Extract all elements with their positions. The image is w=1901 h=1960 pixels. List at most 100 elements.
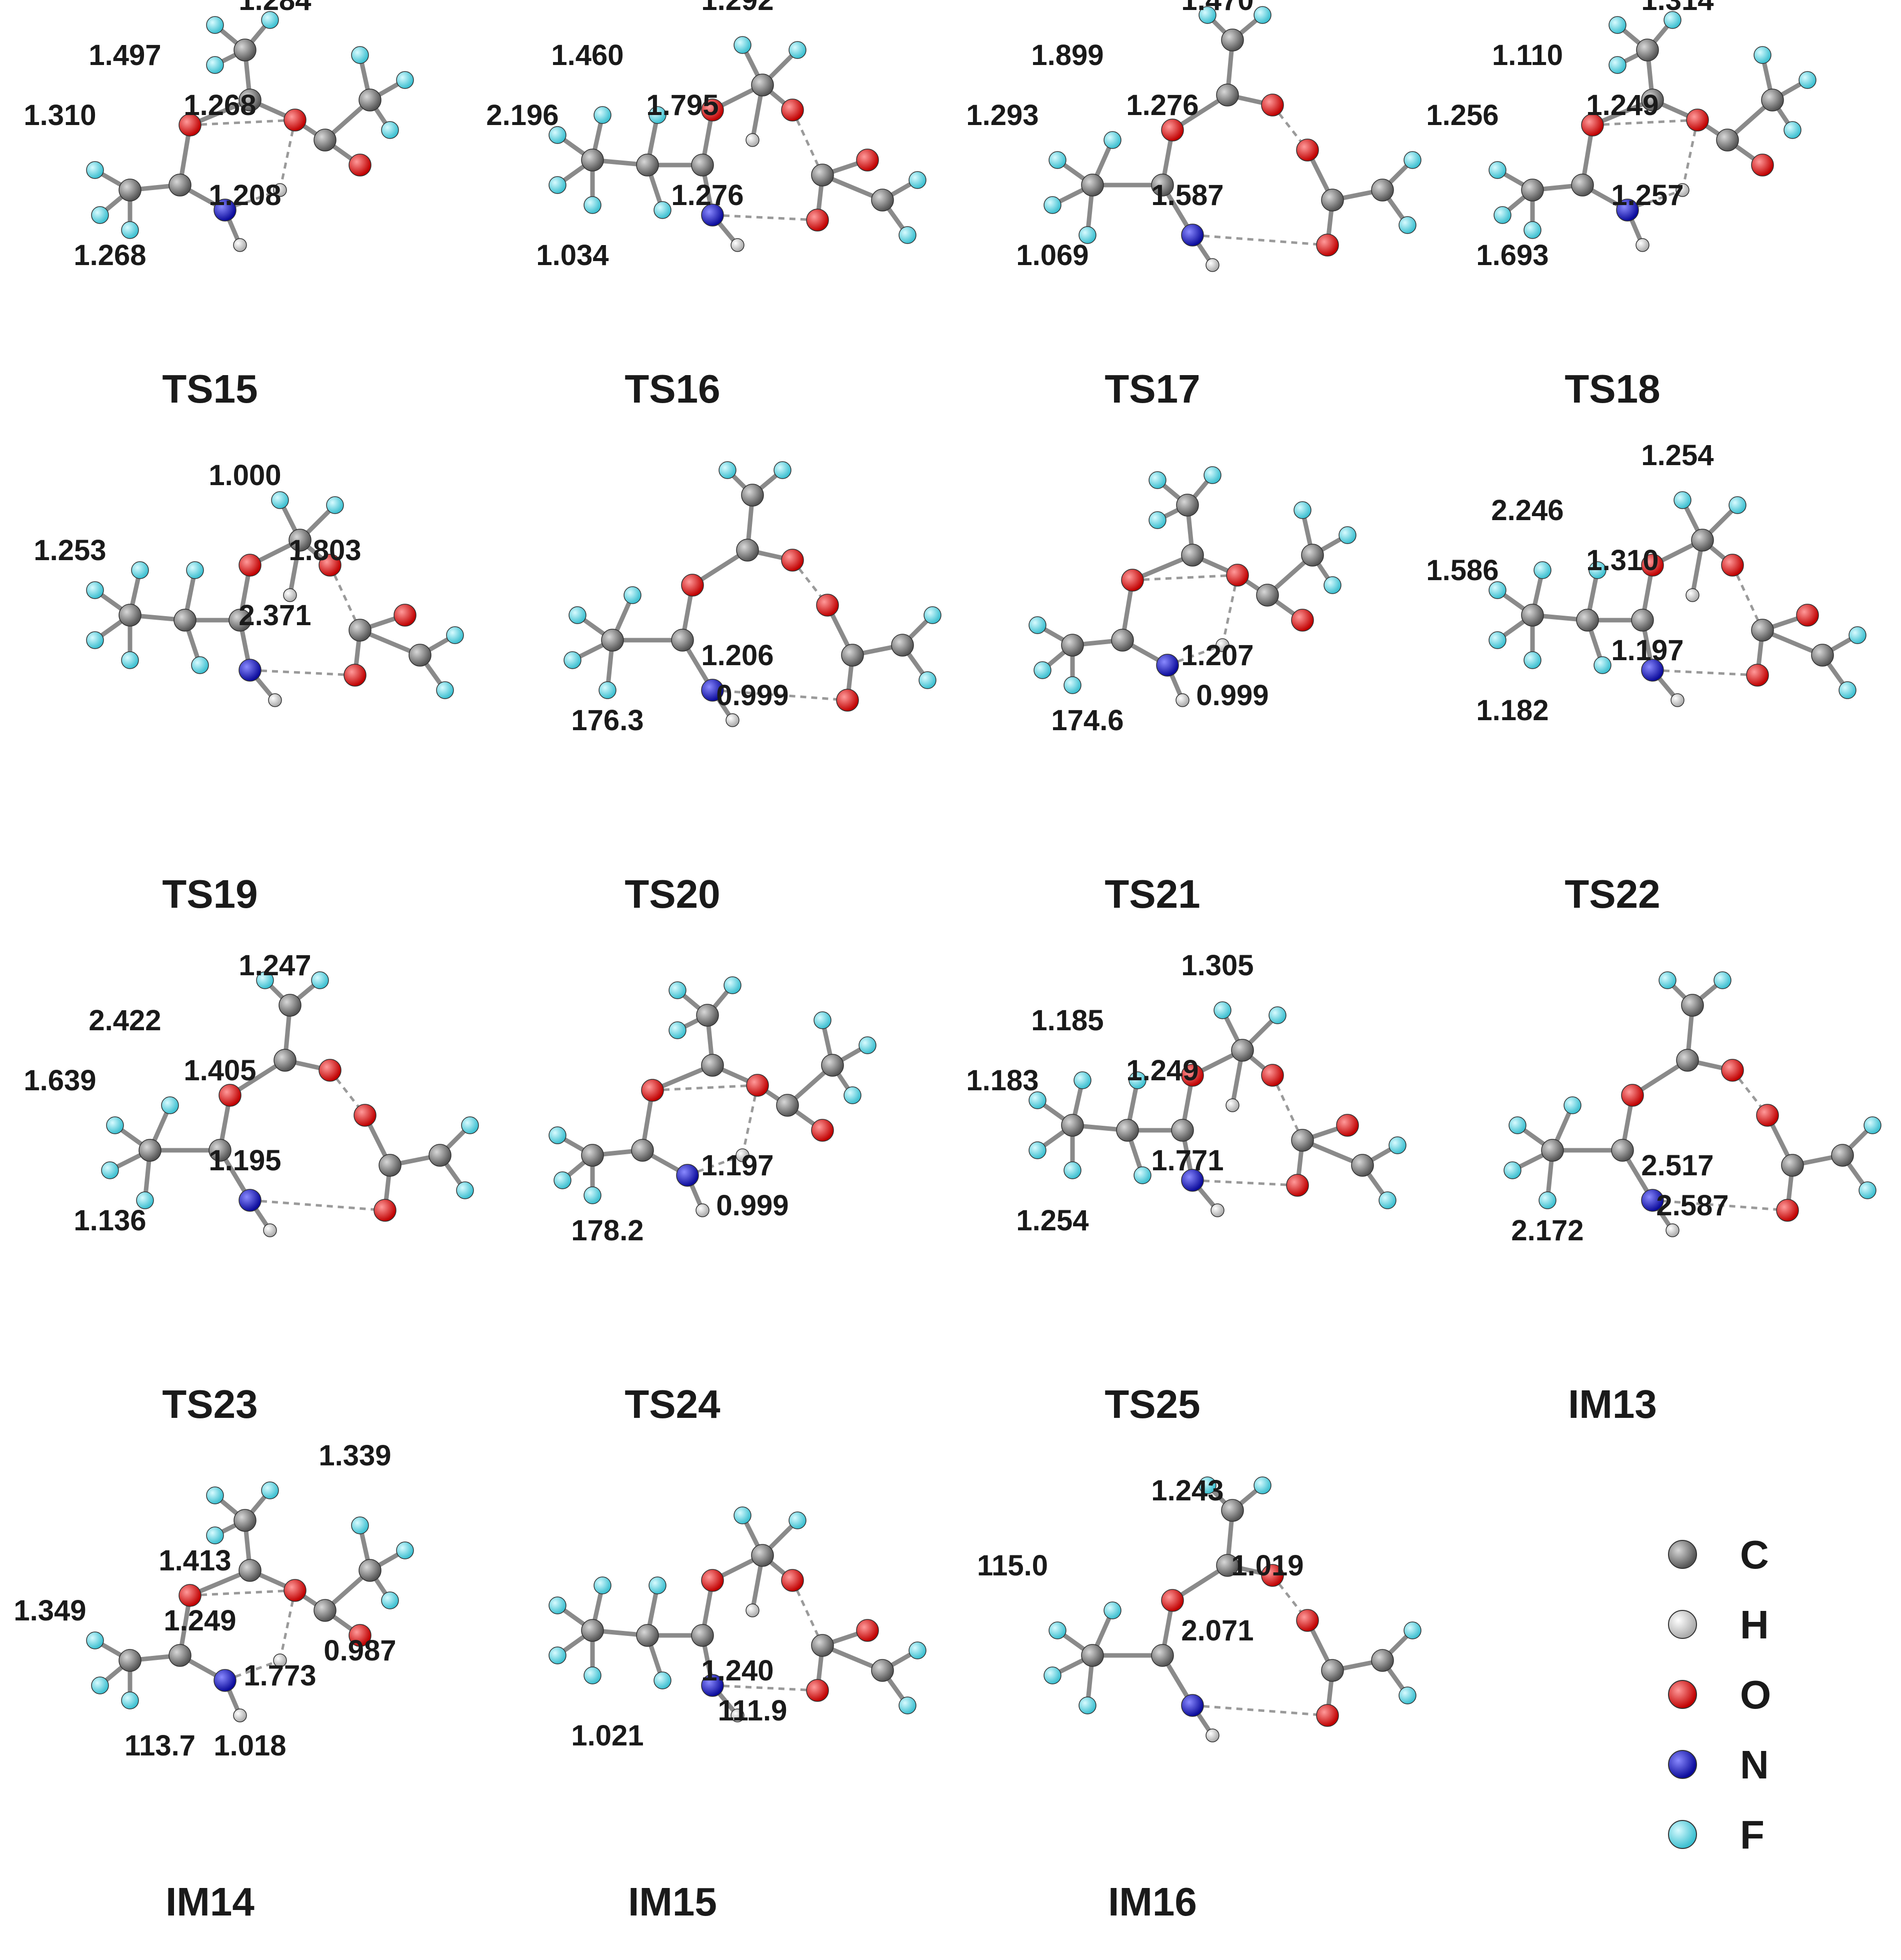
atom-C <box>871 189 894 212</box>
measurement-label: 174.6 <box>1051 704 1124 737</box>
atom-C <box>776 1094 799 1117</box>
measurement-label: 0.987 <box>324 1634 396 1667</box>
atom-C <box>1716 129 1739 152</box>
hydrogen-bond <box>741 1085 759 1156</box>
atom-O <box>1296 1609 1319 1632</box>
atom-F <box>1028 1091 1046 1109</box>
atom-C <box>581 149 604 172</box>
atom-F <box>554 1171 572 1189</box>
atom-C <box>1221 29 1244 52</box>
atom-O <box>1296 139 1319 162</box>
atom-F <box>1674 491 1692 509</box>
atom-F <box>1268 1006 1286 1024</box>
atom-C <box>238 1559 262 1582</box>
atom-F <box>844 1086 862 1104</box>
atom-F <box>1784 121 1802 139</box>
atom-F <box>548 126 566 144</box>
structure-name: TS18 <box>1564 367 1660 411</box>
atom-C <box>751 74 774 97</box>
measurement-label: 0.999 <box>716 1189 788 1222</box>
atom-O <box>681 574 704 597</box>
hydrogen-bond <box>1221 575 1239 646</box>
atom-O <box>1286 1174 1309 1197</box>
legend-item-f: F <box>1668 1812 1764 1857</box>
atom-F <box>1214 1001 1232 1019</box>
atom-H <box>1670 693 1684 707</box>
atom-F <box>568 606 586 624</box>
atom-C <box>1181 544 1204 567</box>
atom-C <box>1631 609 1654 632</box>
legend-item-c: C <box>1668 1532 1769 1577</box>
atom-F <box>1714 971 1732 989</box>
atom-C <box>1321 189 1344 212</box>
atom-O <box>1751 154 1774 177</box>
measurement-label: 1.339 <box>318 1439 391 1472</box>
atom-F <box>564 651 582 669</box>
atom-C <box>1151 174 1174 197</box>
measurement-label: 1.771 <box>1151 1144 1224 1177</box>
atom-C <box>871 1659 894 1682</box>
atom-O <box>318 1059 342 1082</box>
atom-F <box>1074 1071 1092 1089</box>
atom-O <box>1161 1589 1184 1612</box>
panel-labels-im13: 2.517 2.587 2.172 <box>1511 1149 1728 1247</box>
atom-F <box>548 1596 566 1614</box>
atom-C <box>208 1139 232 1162</box>
atom-N <box>1156 654 1179 677</box>
atom-F <box>1608 16 1626 34</box>
structure-name: IM16 <box>1108 1879 1197 1924</box>
atom-C <box>581 1619 604 1642</box>
atom-F <box>724 976 742 994</box>
atom-O <box>1316 1704 1339 1727</box>
legend-item-n: N <box>1668 1742 1769 1787</box>
hydrogen-bond <box>278 120 296 191</box>
structure-name: TS23 <box>162 1382 258 1426</box>
atom-C <box>1176 494 1199 517</box>
measurement-label: 1.349 <box>14 1594 86 1627</box>
atom-C <box>1636 39 1659 62</box>
atom-C <box>691 154 714 177</box>
atom-F <box>1588 561 1606 579</box>
atom-O <box>1796 604 1819 627</box>
panel-labels-ts16: 1.292 1.460 2.196 1.795 1.276 1.034 <box>486 0 774 272</box>
atom-O <box>1316 234 1339 257</box>
measurement-label: 1.069 <box>1016 239 1088 272</box>
atom-H <box>746 133 760 147</box>
atom-F <box>121 221 139 239</box>
atom-C <box>601 629 624 652</box>
atom-F <box>594 106 612 124</box>
atom-C <box>1321 1659 1344 1682</box>
atom-C <box>428 1144 452 1167</box>
atom-F <box>1494 206 1512 224</box>
atom-C <box>736 539 759 562</box>
legend-label: F <box>1740 1812 1764 1857</box>
hydrogen-bond <box>712 214 818 222</box>
atom-O <box>1226 564 1249 587</box>
atom-F <box>1028 616 1046 634</box>
molecule-ts24 <box>548 976 876 1217</box>
atom-O <box>1746 664 1769 687</box>
atom-F <box>101 1161 119 1179</box>
panel-labels-im16: 1.243 115.0 1.019 2.071 <box>977 1474 1304 1647</box>
atom-N <box>1181 1694 1204 1717</box>
atom-H <box>736 1148 750 1162</box>
measurement-label: 1.240 <box>701 1654 774 1687</box>
atom-F <box>1064 676 1082 694</box>
atom-F <box>1864 1116 1882 1134</box>
atom-H <box>1676 183 1690 197</box>
panel-labels-ts24: 1.197 0.999 178.2 <box>571 1149 788 1247</box>
atom-F <box>1148 471 1166 489</box>
atom-F <box>814 1011 832 1029</box>
atom-O <box>178 1584 202 1607</box>
measurement-label: 1.018 <box>214 1729 286 1762</box>
measurement-label: 1.249 <box>1126 1054 1198 1087</box>
molecule-ts16 <box>548 36 926 252</box>
atom-O <box>284 1579 306 1602</box>
atom-F <box>206 56 224 74</box>
atom-N <box>701 1674 724 1697</box>
atom-C <box>314 1599 336 1622</box>
measurement-label: 1.305 <box>1181 949 1254 982</box>
atom-O <box>218 1084 242 1107</box>
measurement-label: 1.773 <box>244 1659 316 1692</box>
